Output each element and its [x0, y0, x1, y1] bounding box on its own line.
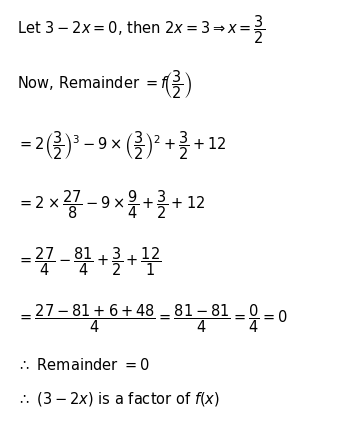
Text: Now, Remainder $= f\!\left(\dfrac{3}{2}\right)$: Now, Remainder $= f\!\left(\dfrac{3}{2}\…: [17, 68, 192, 101]
Text: $\therefore$ Remainder $= 0$: $\therefore$ Remainder $= 0$: [17, 357, 150, 373]
Text: $\therefore$ $(3 - 2x)$ is a factor of $f(x)$: $\therefore$ $(3 - 2x)$ is a factor of $…: [17, 390, 220, 408]
Text: $= 2\left(\dfrac{3}{2}\right)^{3} - 9 \times \left(\dfrac{3}{2}\right)^{2} + \df: $= 2\left(\dfrac{3}{2}\right)^{3} - 9 \t…: [17, 129, 227, 162]
Text: Let $3 - 2x = 0$, then $2x = 3 \Rightarrow x = \dfrac{3}{2}$: Let $3 - 2x = 0$, then $2x = 3 \Rightarr…: [17, 13, 265, 46]
Text: $= \dfrac{27}{4} - \dfrac{81}{4} + \dfrac{3}{2} + \dfrac{12}{1}$: $= \dfrac{27}{4} - \dfrac{81}{4} + \dfra…: [17, 245, 162, 278]
Text: $= \dfrac{27 - 81 + 6 + 48}{4} = \dfrac{81 - 81}{4} = \dfrac{0}{4} = 0$: $= \dfrac{27 - 81 + 6 + 48}{4} = \dfrac{…: [17, 302, 288, 335]
Text: $= 2 \times \dfrac{27}{8} - 9 \times \dfrac{9}{4} + \dfrac{3}{2} + 12$: $= 2 \times \dfrac{27}{8} - 9 \times \df…: [17, 188, 205, 221]
